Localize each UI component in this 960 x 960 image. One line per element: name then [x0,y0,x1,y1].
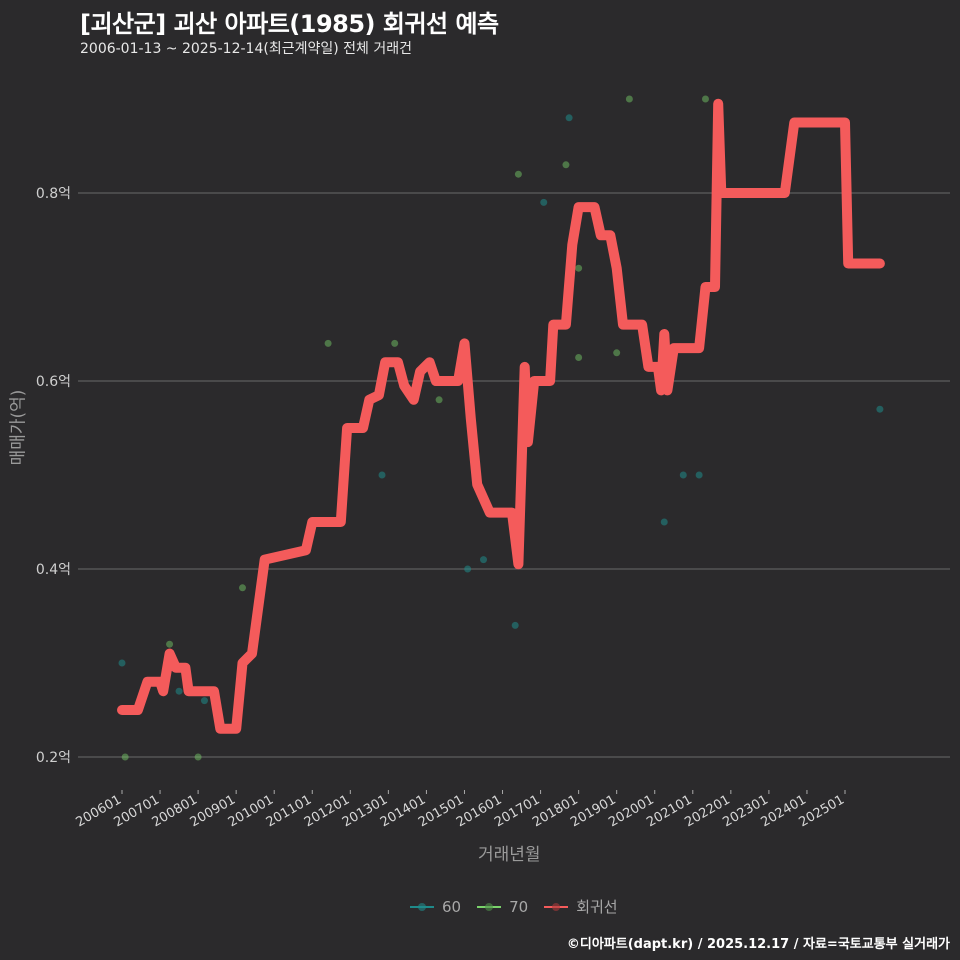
legend-key-regression-icon [544,901,569,913]
grid-lines [78,192,950,758]
legend-label-70: 70 [509,897,529,916]
data-point-60 [876,405,884,413]
data-point-70 [166,640,174,648]
data-point-70 [575,354,583,361]
data-point-60 [679,471,687,479]
chart-subtitle: 2006-01-13 ~ 2025-12-14(최근계약일) 전체 거래건 [80,41,412,57]
legend-label-regression: 회귀선 [576,898,618,916]
data-point-60 [660,518,668,526]
x-axis-ticks: 2006012007012008012009012010012011012012… [74,790,847,830]
x-axis-label: 거래년월 [478,845,541,865]
regression-line [117,98,885,734]
data-point-60 [378,471,386,479]
data-point-70 [435,396,443,404]
y-tick-label: 0.6억 [36,374,71,390]
legend-item-regression[interactable]: 회귀선 [544,896,618,917]
data-point-60 [695,471,703,479]
legend-item-70[interactable]: 70 [477,898,528,916]
legend-key-70-icon [477,901,502,913]
data-point-70 [514,170,522,178]
data-point-60 [200,697,208,705]
data-point-60 [480,556,487,564]
chart-title: [괴산군] 괴산 아파트(1985) 회귀선 예측 [80,10,499,38]
series-60-points [118,114,884,705]
data-point-70 [625,95,633,103]
data-point-70 [701,95,709,103]
data-point-70 [324,339,332,347]
y-tick-label: 0.2억 [36,750,71,766]
regression-polyline [117,98,885,734]
data-point-70 [194,753,202,761]
y-tick-label: 0.8억 [36,186,71,202]
data-point-60 [540,198,548,206]
data-point-70 [239,584,246,592]
series-70-points [121,95,709,761]
data-point-60 [511,621,519,629]
y-axis-label: 매매가(억) [8,389,29,466]
data-point-70 [391,339,399,347]
data-point-70 [613,349,621,357]
y-axis-ticks: 0.2억 0.4억 0.6억 0.8억 [36,186,71,766]
data-point-60 [175,687,183,695]
data-point-70 [562,161,570,169]
data-point-60 [565,114,573,122]
y-tick-label: 0.4억 [36,562,71,578]
legend-label-60: 60 [442,897,462,916]
legend-key-60-icon [410,901,434,913]
data-point-70 [121,753,129,761]
footer-credit: ©디아파트(dapt.kr) / 2025.12.17 / 자료=국토교통부 실… [566,937,950,952]
legend-item-60[interactable]: 60 [410,898,461,916]
data-point-60 [464,565,472,573]
data-point-60 [118,659,126,667]
legend: 60 70 회귀선 [410,896,624,917]
data-point-70 [575,264,583,272]
